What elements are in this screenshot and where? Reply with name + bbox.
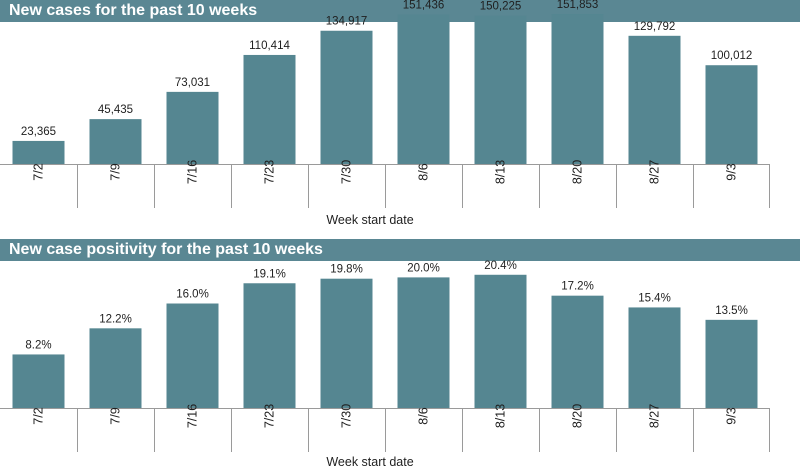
data-label: 20.4% bbox=[484, 260, 517, 272]
bar bbox=[166, 91, 219, 164]
data-label: 23,365 bbox=[21, 126, 56, 138]
bar bbox=[12, 354, 65, 408]
tick-label: 7/9 bbox=[109, 163, 123, 180]
data-label: 100,012 bbox=[711, 50, 753, 62]
positivity-title: New case positivity for the past 10 week… bbox=[9, 241, 323, 258]
positivity-chart: 8.2% 7/2 12.2% 7/9 16.0% 7/16 19.1% 7/23 19.8% 7/… bbox=[0, 260, 770, 469]
bar bbox=[243, 54, 296, 164]
data-label: 73,031 bbox=[175, 77, 210, 89]
tick-label: 7/9 bbox=[109, 407, 123, 424]
bar bbox=[474, 274, 527, 408]
tick-label: 7/2 bbox=[32, 163, 46, 180]
tick-label: 8/27 bbox=[648, 404, 662, 428]
bar bbox=[243, 283, 296, 408]
data-label: 13.5% bbox=[715, 305, 748, 317]
bar bbox=[397, 277, 450, 408]
bar bbox=[166, 303, 219, 408]
data-label: 150,225 bbox=[480, 1, 522, 13]
tick-label: 7/16 bbox=[186, 404, 200, 428]
data-label: 151,436 bbox=[403, 0, 445, 11]
tick-label: 8/13 bbox=[494, 404, 508, 428]
bar bbox=[320, 30, 373, 164]
bar bbox=[89, 328, 142, 408]
tick-label: 9/3 bbox=[725, 407, 739, 424]
tick-label: 7/16 bbox=[186, 160, 200, 184]
data-label: 8.2% bbox=[25, 339, 51, 351]
tick-label: 7/30 bbox=[340, 160, 354, 184]
bar bbox=[89, 119, 142, 164]
tick-label: 8/6 bbox=[417, 163, 431, 180]
data-label: 20.0% bbox=[407, 262, 440, 274]
data-label: 129,792 bbox=[634, 21, 676, 33]
x-axis-label: Week start date bbox=[326, 455, 413, 469]
tick-label: 7/2 bbox=[32, 407, 46, 424]
bar bbox=[705, 319, 758, 408]
tick-label: 8/27 bbox=[648, 160, 662, 184]
positivity-header: New case positivity for the past 10 week… bbox=[0, 239, 800, 261]
bar bbox=[12, 140, 65, 164]
data-label: 45,435 bbox=[98, 104, 133, 116]
bar bbox=[628, 307, 681, 408]
data-label: 19.1% bbox=[253, 268, 286, 280]
positivity-panel: New case positivity for the past 10 week… bbox=[0, 239, 800, 471]
tick-label: 7/30 bbox=[340, 404, 354, 428]
data-label: 16.0% bbox=[176, 289, 209, 301]
data-label: 17.2% bbox=[561, 281, 594, 293]
tick-label: 8/20 bbox=[571, 404, 585, 428]
data-label: 12.2% bbox=[99, 313, 132, 325]
data-label: 110,414 bbox=[249, 40, 290, 52]
tick-label: 9/3 bbox=[725, 163, 739, 180]
data-label: 151,853 bbox=[557, 0, 599, 11]
tick-label: 7/23 bbox=[263, 404, 277, 428]
bar bbox=[397, 14, 450, 165]
tick-label: 8/6 bbox=[417, 407, 431, 424]
bar bbox=[628, 35, 681, 165]
bar bbox=[474, 15, 527, 165]
data-label: 19.8% bbox=[330, 264, 363, 276]
data-label: 134,917 bbox=[326, 16, 368, 28]
x-axis-label: Week start date bbox=[326, 213, 413, 227]
new-cases-chart: 23,365 7/2 45,435 7/9 73,031 7/16 110,414 7/23 1… bbox=[0, 0, 770, 227]
new-cases-title: New cases for the past 10 weeks bbox=[9, 2, 258, 19]
bar bbox=[320, 278, 373, 408]
tick-label: 8/20 bbox=[571, 160, 585, 184]
new-cases-panel: New cases for the past 10 weeks 23,365 7/… bbox=[0, 0, 800, 232]
bar bbox=[705, 65, 758, 164]
tick-label: 7/23 bbox=[263, 160, 277, 184]
bar bbox=[551, 14, 604, 164]
data-label: 15.4% bbox=[638, 292, 671, 304]
bar bbox=[551, 295, 604, 408]
tick-label: 8/13 bbox=[494, 160, 508, 184]
